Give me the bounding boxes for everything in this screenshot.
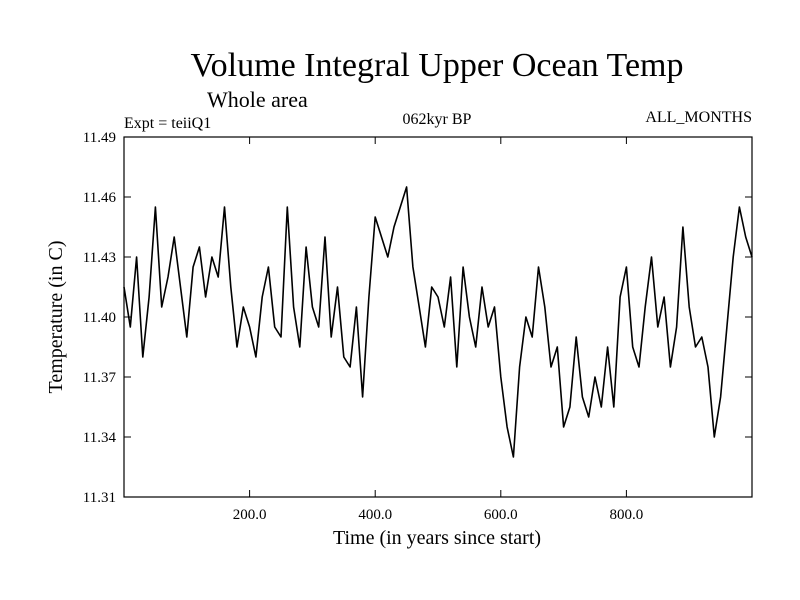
y-tick-label: 11.40	[83, 310, 116, 326]
series-line	[123, 186, 753, 458]
x-axis-label: Time (in years since start)	[333, 527, 541, 549]
series-layer	[123, 186, 753, 458]
annotation-experiment: Expt = teiiQ1	[124, 115, 211, 132]
y-tick-label: 11.37	[83, 370, 117, 386]
x-tick-label: 600.0	[484, 507, 518, 523]
x-tick-label: 200.0	[233, 507, 267, 523]
x-axis: 200.0 400.0 600.0 800.0	[233, 137, 644, 523]
chart-subtitle: Whole area	[207, 87, 308, 112]
y-tick-label: 11.34	[83, 430, 117, 446]
annotation-period: 062kyr BP	[403, 111, 472, 128]
y-tick-label: 11.31	[83, 490, 116, 506]
annotation-months: ALL_MONTHS	[645, 109, 752, 126]
y-tick-label: 11.43	[83, 250, 116, 266]
plot-frame	[123, 136, 753, 498]
y-axis: 11.31 11.34 11.37 11.40 11.43 11.46 11.49	[83, 130, 752, 506]
chart-title: Volume Integral Upper Ocean Temp	[191, 47, 684, 84]
y-axis-label: Temperature (in C)	[45, 241, 67, 394]
y-tick-label: 11.46	[83, 190, 117, 206]
x-tick-label: 400.0	[358, 507, 392, 523]
x-tick-label: 800.0	[610, 507, 644, 523]
y-tick-label: 11.49	[83, 130, 116, 146]
